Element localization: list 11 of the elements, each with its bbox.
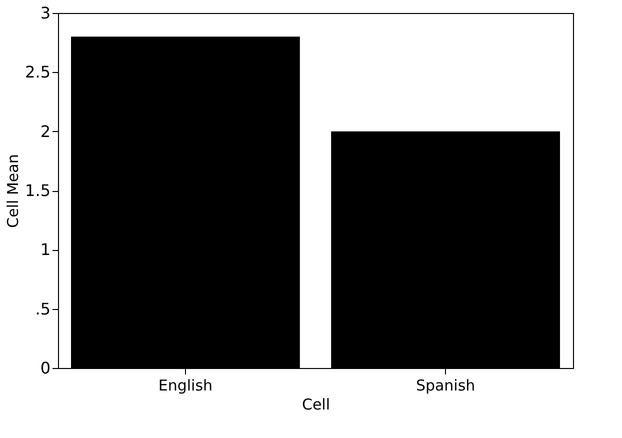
- y-tick-label: .5: [35, 299, 50, 318]
- x-tick-label: English: [158, 376, 213, 394]
- y-tick-label: 2: [40, 122, 50, 141]
- y-tick-label: 1: [40, 240, 50, 260]
- y-tick-label: 2.5: [25, 62, 50, 82]
- y-tick-label: 3: [40, 4, 50, 22]
- y-tick-label: 1.5: [25, 181, 50, 200]
- y-tick-label: 0: [40, 358, 50, 378]
- y-axis-title: Cell Mean: [4, 154, 22, 228]
- x-axis-title: Cell: [302, 396, 330, 414]
- x-tick-label: Spanish: [416, 376, 476, 394]
